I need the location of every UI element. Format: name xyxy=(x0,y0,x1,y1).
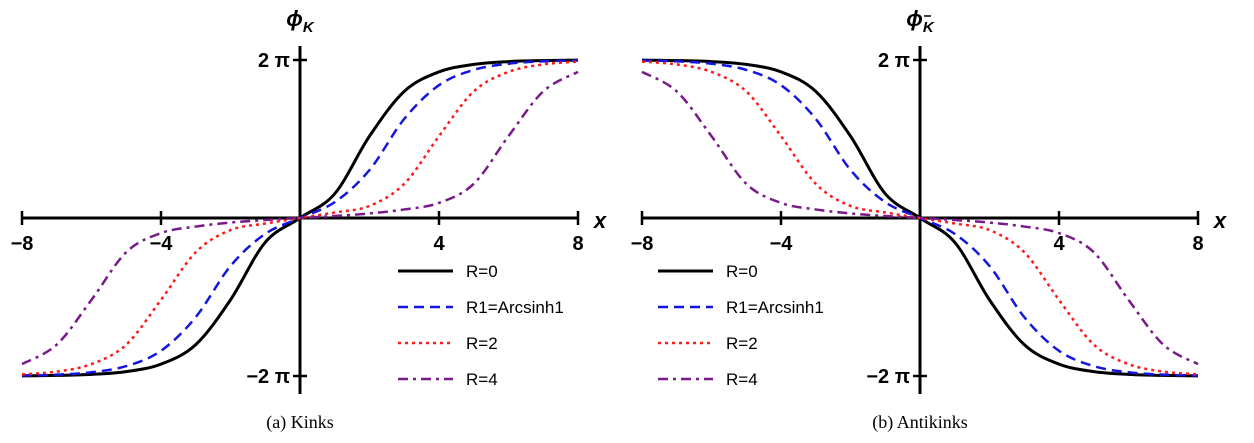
y-axis-title-subscript: K xyxy=(303,19,315,36)
legend-label: R1=Arcsinh1 xyxy=(726,298,824,317)
series-line xyxy=(641,70,1199,366)
x-axis-title: x xyxy=(593,208,607,233)
panel-caption: (b) Antikinks xyxy=(872,412,968,433)
x-tick-label: −4 xyxy=(770,233,794,255)
y-axis-title-subscript: K xyxy=(923,19,935,36)
x-tick-label: 4 xyxy=(433,233,445,255)
y-tick-label: 2 π xyxy=(878,50,910,72)
legend-label: R=0 xyxy=(726,262,758,281)
y-tick-label: 2 π xyxy=(258,50,290,72)
legend-label: R=4 xyxy=(466,370,498,389)
x-tick-label: 8 xyxy=(572,233,583,255)
antikinks-panel: −8 −4 4 8 2 π −2 π x ϕK R=0 R1=Arcsinh1 R=2 R=4 (b) … xyxy=(631,6,1227,433)
panel-caption: (a) Kinks xyxy=(266,412,333,433)
legend-label: R1=Arcsinh1 xyxy=(466,298,564,317)
legend-label: R=0 xyxy=(466,262,498,281)
y-axis-title: ϕK xyxy=(906,6,935,36)
y-tick-label: −2 π xyxy=(866,366,910,388)
legend-label: R=2 xyxy=(466,334,498,353)
series-line xyxy=(21,70,579,366)
series-line xyxy=(21,60,579,376)
x-tick-label: −4 xyxy=(150,233,174,255)
x-tick-label: 8 xyxy=(1192,233,1203,255)
y-axis-title: ϕK xyxy=(286,6,315,36)
x-tick-label: −8 xyxy=(631,233,654,255)
x-axis-title: x xyxy=(1213,208,1227,233)
series-line xyxy=(641,60,1199,376)
kinks-panel: −8 −4 4 8 2 π −2 π x ϕK R=0 R1=Arcsinh1 R=2 R=4 (a) … xyxy=(11,6,607,433)
legend-label: R=4 xyxy=(726,370,758,389)
x-tick-label: 4 xyxy=(1053,233,1065,255)
legend-label: R=2 xyxy=(726,334,758,353)
y-tick-label: −2 π xyxy=(246,366,290,388)
x-tick-label: −8 xyxy=(11,233,34,255)
